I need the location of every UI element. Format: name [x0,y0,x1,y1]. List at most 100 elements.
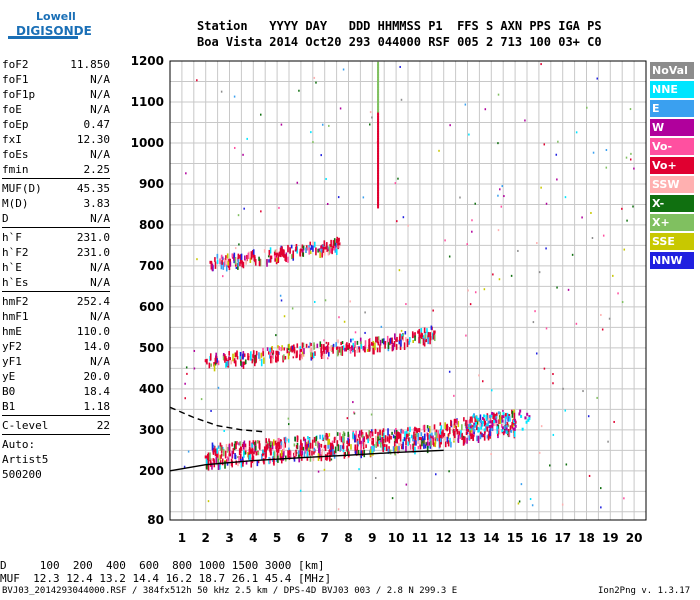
echo-point [391,340,393,345]
echo-point [473,415,476,419]
spike-point [377,174,380,179]
echo-point [513,427,516,431]
noise-point [497,142,499,145]
echo-point [242,442,245,450]
echo-point [426,445,429,454]
echo-point [526,412,529,416]
echo-point [411,331,414,338]
spike-point [377,177,380,182]
echo-point [212,458,215,462]
param-row: h`F 231.0 [2,230,110,245]
echo-point [384,341,386,349]
echo-point [241,456,244,464]
noise-point [432,309,434,312]
echo-point [312,245,314,252]
echo-point [424,334,427,339]
echo-point [499,411,502,416]
trace-point [337,242,341,246]
param-name: yF2 [2,340,22,353]
echo-point [229,261,232,267]
trace-point [466,428,469,432]
spike-point [377,123,380,128]
echo-point [506,412,509,417]
echo-point [413,431,415,439]
noise-point [556,286,558,289]
param-name: h`Es [2,276,29,289]
trace-point [228,453,231,457]
echo-point [309,250,312,254]
trace-point [323,246,327,250]
echo-point [407,441,409,446]
echo-point [225,444,228,452]
spike-point [377,120,380,125]
echo-point [281,246,283,251]
echo-point [343,432,346,437]
echo-point [419,336,422,344]
echo-point [402,441,404,450]
echo-point [439,429,442,435]
noise-point [210,409,212,412]
echo-point [215,355,217,362]
trace-point [228,357,231,361]
echo-point [388,434,391,439]
noise-point [582,390,584,393]
echo-point [481,423,484,427]
echo-point [330,247,332,254]
echo-point [407,427,409,432]
echo-point [302,342,305,348]
echo-point [415,440,417,446]
echo-point [486,435,489,439]
echo-point [320,444,323,448]
echo-point [219,443,222,451]
echo-point [283,450,285,457]
echo-point [362,346,365,351]
echo-point [439,438,442,443]
y-tick-label: 80 [147,513,164,527]
echo-point [418,336,420,344]
echo-point [287,256,289,263]
echo-point [434,437,437,444]
param-name: hmF2 [2,295,29,308]
echo-point [331,248,333,255]
logo-bar [8,36,78,39]
x-tick-label: 4 [249,531,257,545]
param-name: h`F2 [2,246,29,259]
echo-point [433,334,436,342]
noise-point [184,382,186,385]
echo-point [252,350,255,355]
noise-point [196,258,198,261]
echo-point [357,434,360,438]
echo-point [250,449,252,455]
echo-point [387,341,390,350]
echo-point [330,445,333,452]
echo-point [520,414,523,418]
echo-point [279,247,282,252]
footer-file-info: BVJ03_2014293044000.RSF / 384fx512h 50 k… [2,586,458,596]
echo-point [519,409,522,413]
noise-point [467,289,469,292]
echo-point [394,447,397,456]
echo-point [475,422,478,431]
echo-point [277,438,279,442]
noise-point [587,415,590,418]
echo-point [450,441,452,448]
echo-point [476,435,478,442]
noise-point [564,409,567,412]
spike-point [377,71,380,76]
echo-point [352,342,355,348]
echo-point [486,423,489,427]
echo-point [331,347,333,351]
trace-point [323,346,327,350]
echo-point [228,444,231,451]
echo-point [478,427,480,433]
noise-point [626,219,628,222]
echo-point [290,346,293,352]
echo-point [505,424,508,428]
echo-point [480,426,483,430]
noise-point [499,188,501,191]
noise-point [405,483,408,486]
echo-point [395,344,398,350]
echo-point [320,343,323,350]
echo-point [392,343,395,351]
echo-point [469,425,472,429]
